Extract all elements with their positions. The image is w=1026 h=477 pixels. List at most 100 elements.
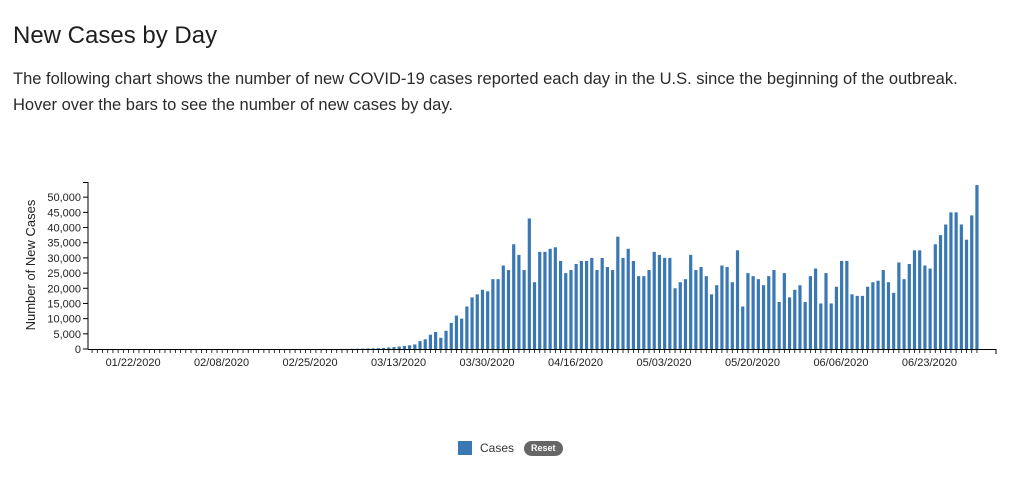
bar[interactable]	[959, 224, 963, 349]
bar[interactable]	[387, 347, 391, 349]
bar[interactable]	[402, 345, 406, 349]
bar[interactable]	[756, 279, 760, 349]
bar[interactable]	[855, 295, 859, 349]
bar[interactable]	[439, 337, 443, 349]
bar[interactable]	[408, 345, 412, 349]
bar[interactable]	[460, 318, 464, 349]
bar[interactable]	[751, 276, 755, 349]
bar[interactable]	[715, 285, 719, 349]
bar[interactable]	[689, 254, 693, 349]
bar[interactable]	[975, 185, 979, 349]
bar[interactable]	[673, 288, 677, 349]
bar[interactable]	[564, 273, 568, 349]
bar[interactable]	[694, 270, 698, 349]
legend-label-cases[interactable]: Cases	[480, 441, 515, 455]
bar[interactable]	[376, 348, 380, 349]
bar[interactable]	[595, 270, 599, 349]
bar[interactable]	[949, 212, 953, 349]
bar[interactable]	[637, 276, 641, 349]
bar[interactable]	[819, 303, 823, 349]
bar[interactable]	[663, 257, 667, 349]
bar[interactable]	[611, 270, 615, 349]
bar[interactable]	[767, 276, 771, 349]
bar[interactable]	[803, 301, 807, 349]
bar[interactable]	[944, 224, 948, 349]
bar[interactable]	[678, 282, 682, 349]
bar[interactable]	[548, 248, 552, 349]
bar[interactable]	[434, 332, 438, 349]
bar[interactable]	[371, 348, 375, 349]
bar[interactable]	[631, 260, 636, 349]
bar[interactable]	[512, 244, 516, 349]
bar[interactable]	[881, 270, 885, 349]
bar[interactable]	[829, 303, 833, 349]
bar[interactable]	[600, 257, 604, 349]
bar[interactable]	[735, 250, 740, 349]
bar[interactable]	[657, 254, 662, 349]
bar[interactable]	[772, 270, 776, 349]
bar[interactable]	[501, 265, 505, 350]
bar[interactable]	[782, 273, 786, 349]
bar[interactable]	[522, 270, 526, 349]
bar[interactable]	[798, 285, 802, 349]
bar[interactable]	[423, 339, 427, 349]
bar[interactable]	[642, 276, 646, 349]
bar[interactable]	[668, 257, 672, 349]
bar[interactable]	[871, 282, 875, 349]
bar[interactable]	[928, 268, 932, 349]
bar[interactable]	[918, 250, 922, 349]
bar[interactable]	[605, 267, 609, 349]
bar[interactable]	[709, 294, 714, 349]
bar[interactable]	[777, 301, 781, 349]
bar[interactable]	[616, 236, 620, 349]
bar[interactable]	[527, 218, 531, 349]
bar[interactable]	[506, 270, 511, 349]
bar[interactable]	[392, 347, 396, 349]
bar[interactable]	[449, 322, 453, 349]
bar[interactable]	[543, 251, 547, 349]
bar[interactable]	[892, 292, 896, 349]
bar[interactable]	[558, 260, 563, 349]
legend-swatch-cases[interactable]	[458, 441, 472, 455]
bar[interactable]	[553, 247, 557, 349]
bar[interactable]	[954, 212, 958, 349]
bar[interactable]	[912, 250, 917, 349]
bar[interactable]	[933, 244, 937, 349]
bar[interactable]	[741, 306, 745, 349]
bar[interactable]	[626, 248, 630, 349]
bar[interactable]	[584, 260, 589, 349]
bar[interactable]	[761, 285, 766, 349]
bar[interactable]	[834, 286, 839, 349]
bar[interactable]	[538, 251, 542, 349]
bar[interactable]	[532, 282, 537, 349]
bar[interactable]	[866, 286, 870, 349]
bar[interactable]	[579, 260, 583, 349]
bar[interactable]	[730, 282, 734, 349]
bar[interactable]	[480, 289, 485, 349]
bar[interactable]	[699, 267, 703, 349]
bar[interactable]	[470, 297, 474, 349]
bar[interactable]	[793, 289, 797, 349]
bar[interactable]	[938, 235, 943, 349]
bar[interactable]	[808, 276, 812, 349]
bar[interactable]	[647, 270, 651, 349]
bar[interactable]	[428, 334, 433, 349]
bar[interactable]	[418, 341, 422, 349]
bar[interactable]	[475, 294, 479, 349]
bar[interactable]	[444, 330, 448, 349]
bar[interactable]	[652, 251, 656, 349]
bar[interactable]	[454, 315, 459, 349]
bar[interactable]	[683, 279, 688, 349]
bar[interactable]	[787, 297, 792, 349]
bar[interactable]	[746, 273, 750, 349]
bar[interactable]	[814, 268, 818, 349]
bar[interactable]	[964, 239, 969, 349]
bar[interactable]	[897, 262, 901, 349]
bar[interactable]	[907, 263, 911, 349]
bar[interactable]	[850, 294, 854, 349]
bar[interactable]	[845, 260, 849, 349]
bar[interactable]	[465, 306, 469, 349]
bar[interactable]	[902, 279, 906, 349]
bar[interactable]	[725, 267, 729, 349]
bar[interactable]	[397, 346, 401, 349]
